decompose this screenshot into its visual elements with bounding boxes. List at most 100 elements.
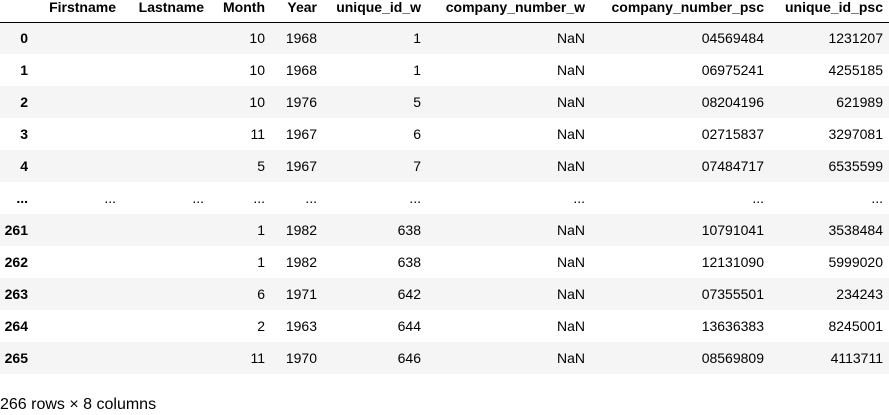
cell-lastname <box>122 118 210 150</box>
table-row: 4 5 1967 7 NaN 07484717 6535599 <box>0 150 889 182</box>
row-index: 0 <box>20 30 28 47</box>
column-header-lastname: Lastname <box>122 0 210 23</box>
row-index: ... <box>16 190 28 206</box>
cell-firstname <box>36 118 122 150</box>
table-row: 2 10 1976 5 NaN 08204196 621989 <box>0 86 889 118</box>
cell-unique-id-w: 646 <box>397 350 421 366</box>
cell-company-number-w: ... <box>573 190 585 206</box>
cell-company-number-w: NaN <box>556 350 585 366</box>
cell-company-number-w: NaN <box>556 254 585 270</box>
cell-company-number-psc: 02715837 <box>701 126 764 142</box>
cell-unique-id-psc: 8245001 <box>828 318 883 334</box>
cell-firstname <box>36 310 122 342</box>
cell-company-number-w: NaN <box>556 286 585 302</box>
cell-unique-id-psc: 6535599 <box>828 158 883 174</box>
row-index: 3 <box>20 126 28 142</box>
cell-unique-id-w: 7 <box>413 158 421 174</box>
cell-unique-id-w: 638 <box>397 254 421 270</box>
cell-unique-id-psc: 234243 <box>836 286 883 302</box>
cell-company-number-psc: 04569484 <box>701 30 764 47</box>
cell-month: 6 <box>257 286 265 302</box>
row-index: 261 <box>4 222 28 238</box>
cell-company-number-psc: 06975241 <box>701 62 764 78</box>
row-index: 262 <box>4 254 28 270</box>
cell-year: ... <box>305 190 317 206</box>
table-row: 261 1 1982 638 NaN 10791041 3538484 <box>0 214 889 246</box>
cell-company-number-psc: 10791041 <box>701 222 764 238</box>
cell-lastname <box>122 310 210 342</box>
cell-company-number-w: NaN <box>556 30 585 47</box>
cell-year: 1968 <box>285 62 317 78</box>
cell-year: 1967 <box>285 126 317 142</box>
dataframe-table: Firstname Lastname Month Year unique_id_… <box>0 0 889 374</box>
cell-unique-id-w: 5 <box>413 94 421 110</box>
cell-firstname <box>36 54 122 86</box>
cell-year: 1968 <box>285 30 317 47</box>
cell-firstname <box>36 22 122 54</box>
cell-lastname <box>122 278 210 310</box>
cell-unique-id-w: 1 <box>413 30 421 47</box>
cell-unique-id-psc: 621989 <box>836 94 883 110</box>
cell-unique-id-psc: 1231207 <box>828 30 883 47</box>
cell-unique-id-psc: 4255185 <box>828 62 883 78</box>
cell-company-number-psc: 13636383 <box>701 318 764 334</box>
cell-lastname <box>122 86 210 118</box>
cell-company-number-psc: 07484717 <box>701 158 764 174</box>
cell-company-number-w: NaN <box>556 318 585 334</box>
cell-firstname <box>36 86 122 118</box>
table-row: 263 6 1971 642 NaN 07355501 234243 <box>0 278 889 310</box>
cell-unique-id-w: ... <box>409 190 421 206</box>
table-shape-caption: 266 rows × 8 columns <box>0 396 157 413</box>
cell-lastname <box>122 22 210 54</box>
cell-month: 10 <box>249 94 265 110</box>
table-body: 0 10 1968 1 NaN 04569484 1231207 1 10 1968 1 NaN 069… <box>0 22 889 374</box>
column-header-unique-id-psc: unique_id_psc <box>770 0 889 23</box>
cell-unique-id-w: 642 <box>397 286 421 302</box>
row-index: 264 <box>4 318 28 334</box>
cell-company-number-w: NaN <box>556 222 585 238</box>
cell-unique-id-w: 644 <box>397 318 421 334</box>
cell-company-number-psc: ... <box>752 190 764 206</box>
cell-lastname: ... <box>192 190 204 206</box>
column-header-year: Year <box>271 0 323 23</box>
index-header <box>0 0 36 23</box>
cell-year: 1982 <box>285 254 317 270</box>
cell-year: 1963 <box>285 318 317 334</box>
cell-year: 1976 <box>285 94 317 110</box>
ellipsis-row: ........................... <box>0 182 889 214</box>
cell-company-number-psc: 08204196 <box>701 94 764 110</box>
row-index: 263 <box>4 286 28 302</box>
cell-unique-id-psc: 4113711 <box>830 350 883 366</box>
table-row: 1 10 1968 1 NaN 06975241 4255185 <box>0 54 889 86</box>
cell-year: 1982 <box>285 222 317 238</box>
table-row: 262 1 1982 638 NaN 12131090 5999020 <box>0 246 889 278</box>
column-header-company-number-w: company_number_w <box>427 0 591 23</box>
cell-unique-id-psc: 5999020 <box>828 254 883 270</box>
row-index: 2 <box>20 94 28 110</box>
cell-month: 11 <box>250 350 265 366</box>
cell-month: ... <box>253 190 265 206</box>
cell-lastname <box>122 342 210 374</box>
cell-lastname <box>122 54 210 86</box>
cell-unique-id-w: 638 <box>397 222 421 238</box>
column-header-month: Month <box>210 0 271 23</box>
table-row: 0 10 1968 1 NaN 04569484 1231207 <box>0 22 889 54</box>
cell-company-number-psc: 07355501 <box>701 286 764 302</box>
cell-month: 10 <box>249 62 265 78</box>
cell-month: 11 <box>250 126 265 142</box>
header-row: Firstname Lastname Month Year unique_id_… <box>0 0 889 23</box>
cell-firstname <box>36 150 122 182</box>
cell-company-number-psc: 12131090 <box>701 254 764 270</box>
cell-firstname <box>36 246 122 278</box>
column-header-unique-id-w: unique_id_w <box>323 0 427 23</box>
cell-company-number-w: NaN <box>556 126 585 142</box>
cell-unique-id-psc: 3297081 <box>828 126 883 142</box>
cell-lastname <box>122 214 210 246</box>
cell-lastname <box>122 246 210 278</box>
cell-unique-id-psc: ... <box>871 190 883 206</box>
cell-year: 1967 <box>285 158 317 174</box>
column-header-company-number-psc: company_number_psc <box>591 0 770 23</box>
row-index: 1 <box>20 62 28 78</box>
cell-unique-id-w: 6 <box>413 126 421 142</box>
cell-unique-id-psc: 3538484 <box>828 222 883 238</box>
